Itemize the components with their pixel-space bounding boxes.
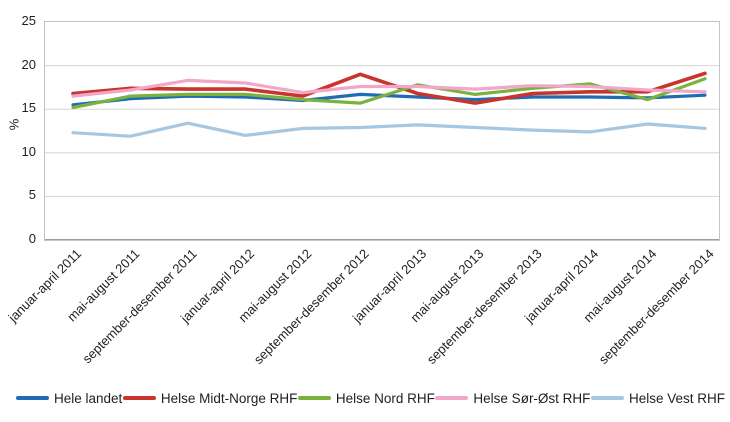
y-tick-label-25: 25 bbox=[21, 13, 36, 28]
legend-item-hele-landet: Hele landet bbox=[16, 391, 122, 406]
y-tick-label-10: 10 bbox=[21, 143, 36, 159]
series-line-helse-vest-rhf bbox=[71, 121, 707, 138]
legend-line-swatch-helse-midt-norge-rhf bbox=[122, 396, 156, 400]
x-tick-label-september-desember-2012: september-desember 2012 bbox=[250, 246, 372, 367]
legend-label: Hele landet bbox=[54, 390, 123, 406]
legend-label: Helse Vest RHF bbox=[628, 390, 725, 406]
legend-label: Helse Nord RHF bbox=[335, 390, 435, 406]
y-tick-label-15: 15 bbox=[21, 100, 36, 116]
legend-item-helse-s-r-st-rhf: Helse Sør-Øst RHF bbox=[435, 391, 590, 406]
y-tick-label-5: 5 bbox=[28, 187, 36, 203]
legend-line-swatch-helse-nord-rhf bbox=[297, 396, 331, 400]
x-tick-label-september-desember-2011: september-desember 2011 bbox=[79, 246, 200, 367]
legend-item-helse-midt-norge-rhf: Helse Midt-Norge RHF bbox=[122, 390, 298, 406]
legend-line-swatch-helse-vest-rhf bbox=[590, 396, 624, 400]
legend-item-helse-vest-rhf: Helse Vest RHF bbox=[590, 390, 725, 406]
x-tick-label-september-desember-2014: september-desember 2014 bbox=[595, 246, 717, 367]
plot-area bbox=[44, 21, 720, 241]
legend-line-swatch-helse-s-r-st-rhf bbox=[435, 396, 469, 400]
legend: Hele landet Helse Midt-Norge RHF Helse Nor… bbox=[16, 389, 725, 407]
x-tick-label-september-desember-2013: september-desember 2013 bbox=[423, 246, 545, 367]
plot-svg bbox=[45, 65, 719, 240]
y-tick-label-20: 20 bbox=[21, 56, 36, 72]
series-line-helse-midt-norge-rhf bbox=[71, 71, 707, 105]
legend-label: Helse Sør-Øst RHF bbox=[473, 390, 591, 406]
series-line-helse-s-r-st-rhf bbox=[71, 78, 707, 98]
series-line-hele-landet bbox=[71, 92, 707, 107]
legend-item-helse-nord-rhf: Helse Nord RHF bbox=[297, 390, 435, 406]
legend-label: Helse Midt-Norge RHF bbox=[160, 390, 298, 406]
y-tick-label-0: 0 bbox=[28, 231, 36, 246]
legend-line-swatch-hele-landet bbox=[16, 396, 49, 400]
